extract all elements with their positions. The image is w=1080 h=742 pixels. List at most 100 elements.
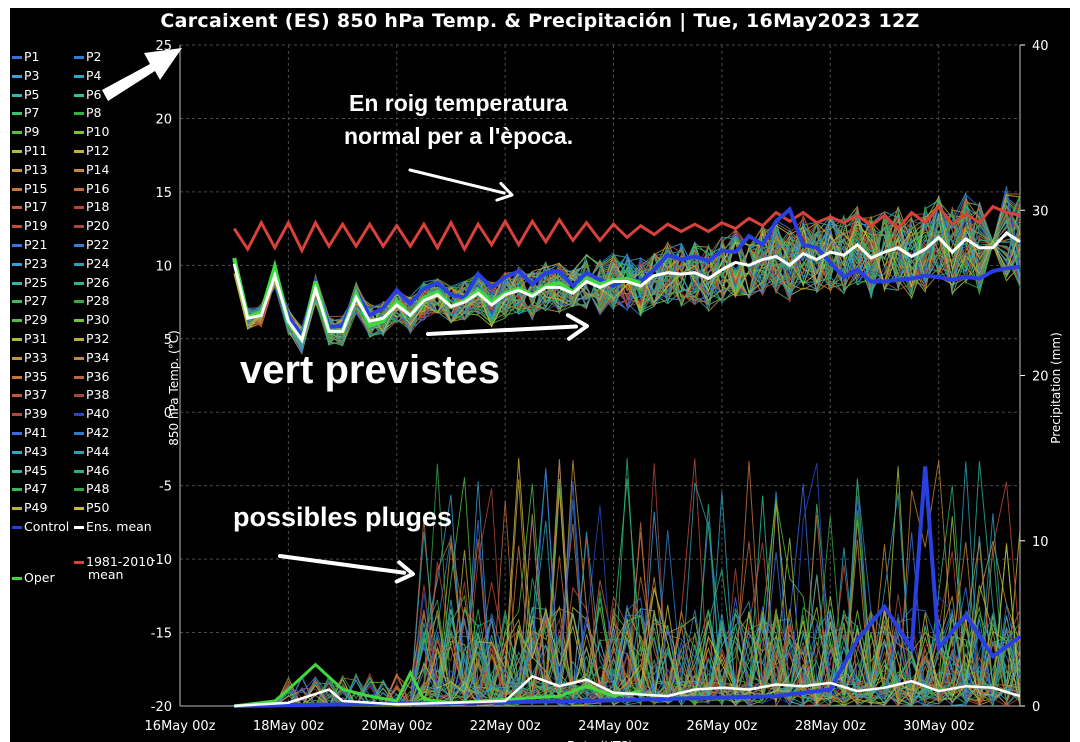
legend-label: P4 [86, 67, 102, 83]
chart-title: Carcaixent (ES) 850 hPa Temp. & Precipit… [160, 10, 920, 32]
legend-swatch [74, 300, 84, 304]
legend-item-p21: P21 [12, 237, 47, 252]
legend-item-p31: P31 [12, 331, 47, 346]
y-tick-label: -5 [159, 480, 172, 495]
legend-label: P43 [24, 443, 48, 459]
legend-swatch [12, 469, 22, 473]
legend-item-p45: P45 [12, 463, 47, 478]
x-tick-label: 18May 00z [253, 719, 324, 734]
legend-swatch [12, 577, 22, 580]
legend-swatch [74, 507, 84, 511]
legend-swatch [74, 168, 84, 172]
legend-item-p37: P37 [12, 387, 47, 402]
legend-swatch [12, 74, 22, 78]
legend-item-p28: P28 [74, 293, 109, 308]
legend-label: P30 [86, 312, 110, 328]
legend-item-p38: P38 [74, 387, 109, 402]
legend-item-p20: P20 [74, 218, 109, 233]
legend-label: P24 [86, 255, 110, 271]
legend-label: P45 [24, 462, 48, 478]
legend-label: P12 [86, 143, 110, 158]
legend-swatch [74, 206, 84, 210]
legend-item-p25: P25 [12, 275, 47, 290]
arrow-green-note [426, 313, 589, 341]
legend-label: P42 [86, 425, 110, 440]
annotation-green: vert previstes [240, 348, 501, 392]
legend-swatch [74, 131, 84, 135]
x-tick-label: 20May 00z [361, 719, 432, 734]
legend-swatch [12, 206, 22, 210]
legend-item-p27: P27 [12, 293, 47, 308]
legend-label: P28 [86, 293, 110, 309]
legend-item-p39: P39 [12, 406, 47, 421]
legend-item-p15: P15 [12, 181, 47, 196]
legend-swatch [74, 526, 84, 529]
legend-swatch [12, 338, 22, 341]
legend-label: Control [24, 519, 70, 534]
legend-label: P5 [24, 86, 40, 102]
legend-label: P2 [86, 49, 102, 64]
climatology-line [232, 204, 1021, 255]
legend-label: P37 [24, 387, 48, 403]
legend-label: P9 [24, 124, 40, 140]
legend-label: P29 [24, 312, 48, 328]
legend-label: 1981-2010 [86, 554, 155, 569]
y2-tick-label: 20 [1032, 370, 1049, 385]
member-precip-line [234, 458, 1021, 708]
legend-item-p47: P47 [12, 481, 47, 496]
member-precip-line [234, 460, 1021, 707]
annotation-red-line2: normal per a l'època. [344, 123, 574, 149]
legend-label: P50 [86, 500, 110, 516]
legend-label: P20 [86, 218, 110, 234]
legend-item-p17: P17 [12, 199, 47, 214]
legend-label: P11 [24, 143, 48, 158]
x-tick-label: 26May 00z [686, 719, 757, 734]
legend-label: P46 [86, 462, 110, 478]
arrow-red-note [408, 168, 514, 202]
y2-tick-label: 40 [1032, 39, 1049, 54]
legend-swatch [12, 131, 22, 135]
precipitation-series [234, 458, 1022, 708]
legend-item-ens-mean: Ens. mean [74, 519, 152, 534]
legend-label: P32 [86, 331, 110, 346]
x-tick-label: 22May 00z [470, 719, 541, 734]
legend-swatch [12, 319, 22, 323]
legend-label: P17 [24, 199, 48, 215]
legend-item-p12: P12 [74, 143, 109, 158]
y2-tick-label: 10 [1032, 535, 1049, 550]
legend-swatch [12, 450, 22, 454]
legend-item-oper: Oper [12, 570, 55, 585]
legend-item-p8: P8 [74, 105, 102, 120]
legend-swatch [74, 150, 84, 153]
legend-label: P23 [24, 255, 48, 271]
legend-swatch [74, 413, 84, 417]
legend-item-p4: P4 [74, 68, 102, 83]
legend-swatch [12, 488, 22, 492]
legend-swatch [74, 74, 84, 78]
legend-label: P44 [86, 443, 110, 459]
chart-frame: 25 20 15 10 5 0 -5 -10 -15 -20 16May 00z 18May 00z 2… [10, 8, 1070, 742]
legend-label: P3 [24, 67, 40, 83]
legend-item-p48: P48 [74, 481, 109, 496]
legend-swatch [74, 56, 84, 59]
legend-item-p36: P36 [74, 369, 109, 384]
oper-precip-line [234, 662, 641, 708]
legend-item-p5: P5 [12, 87, 40, 102]
legend-item-p30: P30 [74, 312, 109, 327]
temperature-series [232, 186, 1021, 356]
legend-label: P36 [86, 368, 110, 384]
legend-item-p19: P19 [12, 218, 47, 233]
legend-swatch [74, 469, 84, 473]
legend-item-p26: P26 [74, 275, 109, 290]
y-tick-label: 5 [164, 333, 172, 348]
legend-label: P6 [86, 86, 102, 102]
legend-swatch [12, 526, 22, 529]
legend-swatch [12, 394, 22, 398]
legend-swatch [12, 432, 22, 435]
legend-label: P47 [24, 481, 48, 497]
legend-item-climatology: 1981-2010 [74, 554, 154, 569]
legend-swatch [74, 375, 84, 379]
legend-swatch [12, 112, 22, 116]
member-precip-line [234, 458, 1021, 707]
legend-swatch [74, 225, 84, 229]
